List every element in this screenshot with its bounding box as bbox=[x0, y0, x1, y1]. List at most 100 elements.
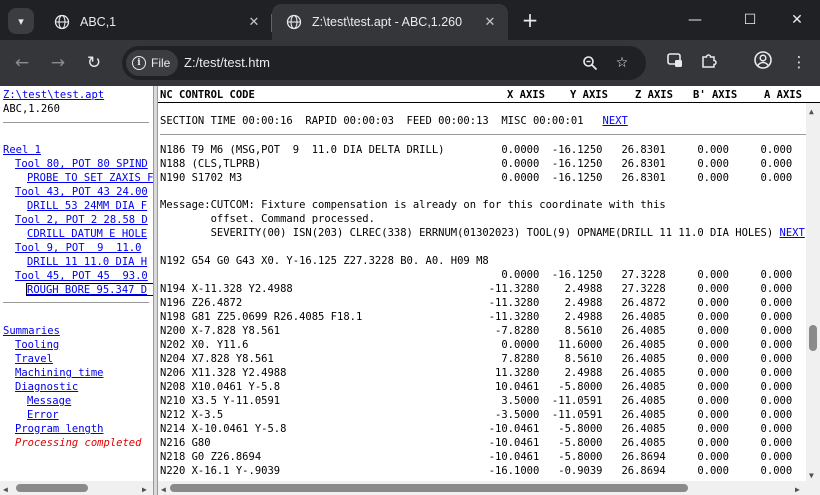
code-frame: NC CONTROL CODE X AXIS Y AXIS Z AXIS B' … bbox=[158, 86, 820, 495]
code-line: 0.0000 -16.1250 27.3228 0.000 0.000 bbox=[160, 269, 793, 281]
maximize-icon: ☐ bbox=[743, 12, 757, 28]
tool-link[interactable]: Tool 9, POT 9 11.0 bbox=[15, 242, 142, 254]
section-time: SECTION TIME 00:00:16 RAPID 00:00:03 FEE… bbox=[160, 115, 584, 127]
tool-link[interactable]: Tool 80, POT 80 SPIND bbox=[15, 158, 148, 170]
url-text[interactable]: Z:/test/test.htm bbox=[184, 55, 270, 70]
operation-link[interactable]: PROBE TO SET ZAXIS F bbox=[27, 172, 153, 184]
tool-link[interactable]: Tool 2, POT 2 28.58 D bbox=[15, 214, 148, 226]
scrollbar-thumb[interactable] bbox=[170, 484, 688, 492]
diagnostic-link[interactable]: Diagnostic bbox=[15, 381, 79, 393]
program-length-link[interactable]: Program length bbox=[15, 423, 104, 435]
code-line: N196 Z26.4872 -11.3280 2.4988 26.4872 0.… bbox=[160, 297, 793, 309]
operation-link[interactable]: CDRILL DATUM E HOLE bbox=[27, 228, 148, 240]
machining-time-link[interactable]: Machining time bbox=[15, 367, 104, 379]
tab-title: Z:\test\test.apt - ABC,1.260 bbox=[312, 15, 463, 29]
minimize-icon: — bbox=[688, 12, 702, 28]
next-link[interactable]: NEXT bbox=[602, 115, 628, 127]
file-link[interactable]: Z:\test\test.apt bbox=[3, 89, 105, 101]
code-line: N188 (CLS,TLPRB) 0.0000 -16.1250 26.8301… bbox=[160, 158, 793, 170]
column-header: NC CONTROL CODE X AXIS Y AXIS Z AXIS B' … bbox=[158, 86, 820, 103]
scroll-right-icon[interactable]: ▶ bbox=[142, 485, 147, 494]
horizontal-scrollbar[interactable]: ◀ ▶ bbox=[158, 481, 820, 495]
operation-link[interactable]: DRILL 53 24MM DIA F bbox=[27, 200, 148, 212]
new-tab-button[interactable]: + bbox=[518, 8, 542, 32]
zoom-icon[interactable] bbox=[580, 53, 600, 73]
scrollbar-thumb[interactable] bbox=[16, 484, 88, 492]
header-x-axis: X AXIS bbox=[507, 89, 545, 101]
site-info-chip[interactable]: i File bbox=[126, 50, 178, 76]
divider bbox=[3, 122, 149, 123]
profile-icon bbox=[753, 50, 773, 74]
plus-icon: + bbox=[521, 8, 539, 32]
operation-link[interactable]: DRILL 11 11.0 DIA H bbox=[27, 256, 148, 268]
tab-groups-button[interactable] bbox=[662, 49, 688, 75]
kebab-menu-icon: ⋮ bbox=[791, 53, 807, 71]
tool-link[interactable]: Tool 43, POT 43 24.00 bbox=[15, 186, 148, 198]
close-window-button[interactable]: ✕ bbox=[780, 6, 814, 34]
code-line: N216 G80 -10.0461 -5.8000 26.4085 0.000 … bbox=[160, 437, 793, 449]
code-line: N218 G0 Z26.8694 -10.0461 -5.8000 26.869… bbox=[160, 451, 793, 463]
navigation-frame: Z:\test\test.apt ABC,1.260 Reel 1 Tool 8… bbox=[0, 86, 153, 495]
reload-button[interactable]: ↻ bbox=[80, 49, 108, 77]
machine-name: ABC,1.260 bbox=[3, 103, 60, 115]
minimize-button[interactable]: — bbox=[678, 6, 712, 34]
frame-splitter[interactable] bbox=[153, 86, 158, 495]
tooling-link[interactable]: Tooling bbox=[15, 339, 60, 351]
header-code: NC CONTROL CODE bbox=[160, 89, 255, 101]
chrome-labs-icon bbox=[666, 51, 684, 73]
code-line: N208 X10.0461 Y-5.8 10.0461 -5.8000 26.4… bbox=[160, 381, 793, 393]
page-content: Z:\test\test.apt ABC,1.260 Reel 1 Tool 8… bbox=[0, 86, 820, 495]
error-link[interactable]: Error bbox=[27, 409, 59, 421]
reload-icon: ↻ bbox=[86, 53, 102, 73]
menu-button[interactable]: ⋮ bbox=[786, 49, 812, 75]
code-line: N220 X-16.1 Y-.9039 -16.1000 -0.9039 26.… bbox=[160, 465, 793, 477]
close-icon[interactable]: ✕ bbox=[484, 14, 496, 29]
scroll-left-icon[interactable]: ◀ bbox=[3, 485, 8, 494]
tab-search-button[interactable]: ▾ bbox=[8, 8, 34, 34]
message-detail-row: SEVERITY(00) ISN(203) CLREC(338) ERRNUM(… bbox=[160, 226, 805, 240]
tab-abc1[interactable]: ABC,1 ✕ bbox=[40, 4, 272, 40]
scrollbar-thumb[interactable] bbox=[809, 325, 817, 351]
chip-label: File bbox=[151, 56, 171, 70]
message-link[interactable]: Message bbox=[27, 395, 72, 407]
address-bar[interactable]: i File Z:/test/test.htm ☆ bbox=[122, 46, 646, 80]
code-line: N198 G81 Z25.0699 R26.4085 F18.1 -11.328… bbox=[160, 311, 793, 323]
tab-test-apt[interactable]: Z:\test\test.apt - ABC,1.260 ✕ bbox=[272, 4, 508, 40]
scroll-left-icon[interactable]: ◀ bbox=[161, 485, 166, 494]
tool-link[interactable]: Tool 45, POT 45 93.0 bbox=[15, 270, 148, 282]
back-button[interactable]: ← bbox=[8, 49, 36, 77]
scroll-right-icon[interactable]: ▶ bbox=[795, 485, 800, 494]
scroll-up-icon[interactable]: ▲ bbox=[809, 107, 814, 116]
code-line: N190 S1702 M3 0.0000 -16.1250 26.8301 0.… bbox=[160, 172, 793, 184]
horizontal-scrollbar[interactable]: ◀ ▶ bbox=[0, 481, 153, 495]
divider bbox=[160, 134, 820, 135]
close-icon: ✕ bbox=[791, 12, 803, 28]
close-icon[interactable]: ✕ bbox=[248, 14, 260, 29]
forward-button[interactable]: → bbox=[44, 49, 72, 77]
maximize-button[interactable]: ☐ bbox=[733, 6, 767, 34]
tab-title: ABC,1 bbox=[80, 15, 117, 29]
extensions-button[interactable] bbox=[696, 49, 722, 75]
code-line: N202 X0. Y11.6 0.0000 11.6000 26.4085 0.… bbox=[160, 339, 793, 351]
divider bbox=[3, 302, 149, 303]
arrow-left-icon: ← bbox=[14, 53, 30, 73]
code-line: N206 X11.328 Y2.4988 11.3280 2.4988 26.4… bbox=[160, 367, 793, 379]
header-b-axis: B' AXIS bbox=[693, 89, 738, 101]
puzzle-icon bbox=[700, 51, 718, 73]
message-line: SEVERITY(00) ISN(203) CLREC(338) ERRNUM(… bbox=[160, 227, 780, 239]
tab-separator bbox=[271, 14, 272, 32]
summaries-link[interactable]: Summaries bbox=[3, 325, 60, 337]
code-line: N210 X3.5 Y-11.0591 3.5000 -11.0591 26.4… bbox=[160, 395, 793, 407]
message-next-link[interactable]: NEXT bbox=[779, 227, 805, 239]
operation-link[interactable]: ROUGH BORE 95.347 D bbox=[27, 284, 148, 296]
scroll-down-icon[interactable]: ▼ bbox=[809, 471, 814, 480]
profile-button[interactable] bbox=[750, 49, 776, 75]
toolbar: ← → ↻ i File Z:/test/test.htm ☆ ⋮ bbox=[0, 40, 820, 86]
code-line: N204 X7.828 Y8.561 7.8280 8.5610 26.4085… bbox=[160, 353, 793, 365]
code-line: N200 X-7.828 Y8.561 -7.8280 8.5610 26.40… bbox=[160, 325, 793, 337]
arrow-right-icon: → bbox=[50, 53, 66, 73]
travel-link[interactable]: Travel bbox=[15, 353, 53, 365]
vertical-scrollbar[interactable]: ▲ ▼ bbox=[806, 103, 820, 481]
reel-link[interactable]: Reel 1 bbox=[3, 144, 41, 156]
star-icon[interactable]: ☆ bbox=[615, 55, 629, 71]
